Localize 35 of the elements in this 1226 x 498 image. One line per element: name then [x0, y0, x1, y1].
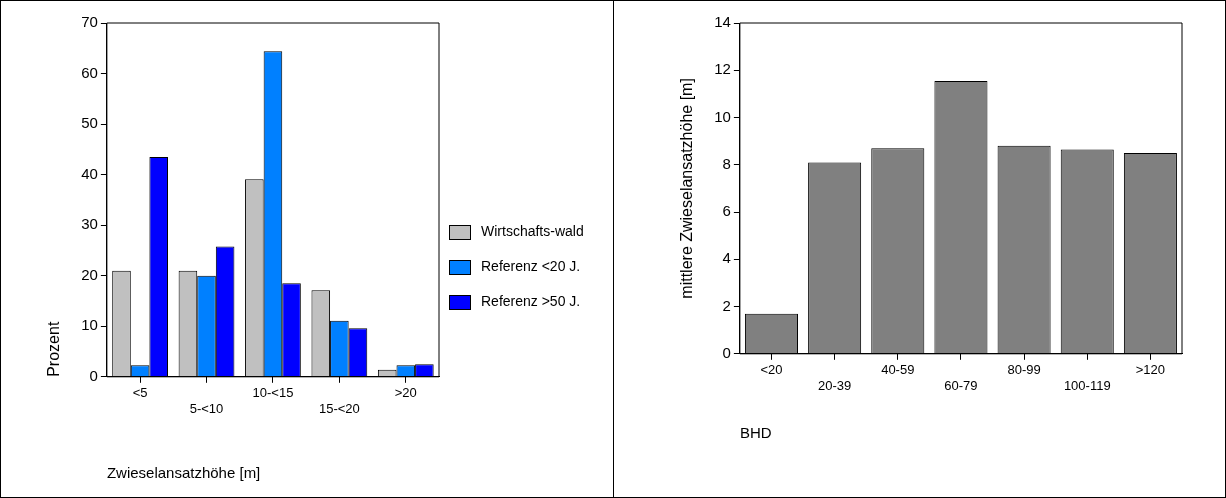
y-tick-label: 40 — [81, 164, 98, 182]
x-tick-label: 60-79 — [944, 377, 978, 393]
x-tick-label: 100-119 — [1063, 377, 1111, 393]
legend-label: Referenz <20 J. — [481, 257, 581, 276]
y-tick-label: 70 — [81, 13, 98, 31]
x-tick-label: <20 — [760, 362, 783, 378]
x-tick-label: 5-<10 — [189, 400, 224, 416]
y-tick-label: 50 — [81, 114, 98, 132]
y-axis-title: Prozent — [45, 321, 63, 377]
x-tick-label: 20-39 — [818, 377, 852, 393]
x-axis-title: BHD — [739, 424, 772, 442]
y-tick-label: 0 — [89, 366, 98, 384]
y-tick-label: 60 — [81, 63, 98, 81]
y-tick-label: 10 — [81, 316, 98, 334]
y-tick-label: 12 — [714, 60, 731, 78]
y-tick-label: 30 — [81, 215, 98, 233]
legend-label: Referenz >50 J. — [481, 292, 581, 311]
y-tick-label: 0 — [722, 343, 731, 361]
x-tick-label: >20 — [394, 385, 417, 401]
y-axis-title: mittlere Zwieselansatzhöhe [m] — [678, 78, 696, 299]
x-axis-title: Zwieselansatzhöhe [m] — [106, 464, 261, 482]
y-tick-label: 2 — [722, 296, 731, 314]
x-tick-label: 15-<20 — [318, 400, 360, 416]
y-tick-label: 6 — [722, 202, 731, 220]
x-tick-label: 80-99 — [1007, 362, 1041, 378]
legend-label: Wirtschafts-wald — [481, 222, 584, 241]
x-tick-label: 40-59 — [881, 362, 915, 378]
y-tick-label: 20 — [81, 265, 98, 283]
y-tick-label: 4 — [722, 249, 731, 267]
y-tick-label: 14 — [714, 13, 731, 31]
x-tick-label: >120 — [1135, 362, 1166, 378]
y-tick-label: 8 — [722, 154, 731, 172]
x-tick-label: 10-<15 — [252, 385, 294, 401]
x-tick-label: <5 — [132, 385, 148, 401]
y-tick-label: 10 — [714, 107, 731, 125]
